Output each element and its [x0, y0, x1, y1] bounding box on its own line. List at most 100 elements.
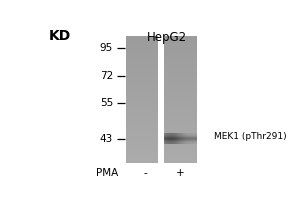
Bar — [126, 152, 158, 154]
Bar — [126, 66, 158, 68]
Bar — [170, 133, 171, 144]
Bar — [126, 36, 158, 38]
Bar — [194, 133, 195, 144]
Bar — [164, 129, 197, 131]
Bar — [164, 62, 197, 64]
Bar — [126, 93, 158, 95]
Bar — [164, 83, 197, 85]
Bar — [126, 131, 158, 133]
Bar — [164, 70, 197, 72]
Bar — [164, 43, 197, 45]
Bar — [164, 68, 197, 70]
Bar — [126, 49, 158, 51]
Text: MEK1 (pThr291): MEK1 (pThr291) — [214, 132, 287, 141]
Bar — [164, 72, 197, 74]
Bar — [164, 108, 197, 110]
Bar — [164, 102, 197, 104]
Bar — [175, 133, 176, 144]
Text: KD: KD — [49, 29, 71, 43]
Bar — [126, 144, 158, 146]
Bar — [164, 140, 197, 141]
Bar — [126, 123, 158, 125]
Bar — [126, 97, 158, 99]
Bar — [126, 76, 158, 78]
Text: +: + — [176, 168, 185, 178]
Bar — [164, 133, 197, 135]
Bar — [167, 133, 168, 144]
Bar — [164, 81, 197, 83]
Bar — [164, 57, 197, 59]
Bar — [181, 133, 182, 144]
Bar — [164, 152, 197, 154]
Bar — [164, 114, 197, 116]
Bar — [126, 154, 158, 156]
Bar — [126, 142, 158, 144]
Bar — [186, 133, 187, 144]
Bar — [164, 49, 197, 51]
Bar — [177, 133, 178, 144]
Bar — [126, 148, 158, 150]
Bar — [126, 135, 158, 137]
Bar — [164, 139, 197, 140]
Bar — [126, 125, 158, 127]
Bar — [168, 133, 169, 144]
Bar — [178, 133, 179, 144]
Bar — [126, 102, 158, 104]
Bar — [164, 38, 197, 41]
Bar — [174, 133, 175, 144]
Bar — [164, 51, 197, 53]
Bar — [164, 78, 197, 81]
Bar — [126, 53, 158, 55]
Bar — [193, 133, 194, 144]
Bar — [126, 91, 158, 93]
Bar — [164, 135, 197, 136]
Bar — [164, 139, 197, 142]
Bar — [164, 134, 197, 135]
Bar — [180, 133, 181, 144]
Bar — [126, 139, 158, 142]
Bar — [164, 160, 197, 163]
Bar — [126, 51, 158, 53]
Bar — [126, 59, 158, 62]
Bar — [164, 123, 197, 125]
Bar — [164, 87, 197, 89]
Text: 72: 72 — [100, 71, 113, 81]
Bar — [192, 133, 193, 144]
Bar — [164, 137, 197, 138]
Bar — [126, 127, 158, 129]
Bar — [189, 133, 190, 144]
Bar — [126, 108, 158, 110]
Bar — [126, 57, 158, 59]
Bar — [126, 85, 158, 87]
Bar — [126, 110, 158, 112]
Bar — [126, 114, 158, 116]
Bar — [126, 116, 158, 118]
Bar — [126, 156, 158, 158]
Bar — [164, 93, 197, 95]
Bar — [172, 133, 173, 144]
Bar — [164, 118, 197, 121]
Bar — [126, 55, 158, 57]
Bar — [164, 36, 197, 38]
Bar — [126, 64, 158, 66]
Bar — [164, 158, 197, 160]
Bar — [164, 133, 165, 144]
Bar — [164, 143, 197, 144]
Bar — [164, 59, 197, 62]
Bar — [126, 121, 158, 123]
Bar — [183, 133, 184, 144]
Bar — [126, 129, 158, 131]
Bar — [126, 68, 158, 70]
Bar — [126, 133, 158, 135]
Bar — [164, 125, 197, 127]
Bar — [164, 148, 197, 150]
Bar — [164, 89, 197, 91]
Bar — [126, 87, 158, 89]
Bar — [164, 91, 197, 93]
Bar — [126, 106, 158, 108]
Bar — [126, 89, 158, 91]
Bar — [196, 133, 197, 144]
Bar — [126, 158, 158, 160]
Bar — [164, 137, 197, 139]
Bar — [126, 118, 158, 121]
